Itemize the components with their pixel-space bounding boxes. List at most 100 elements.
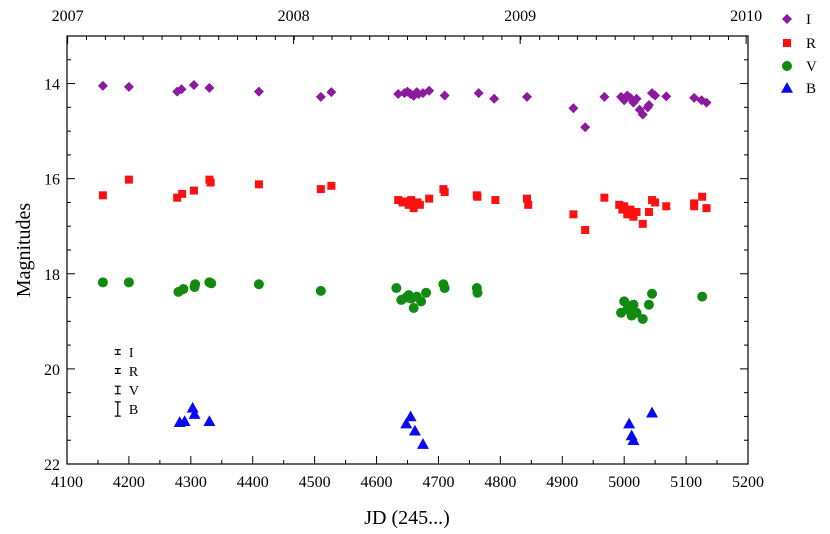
data-point-r — [404, 200, 413, 209]
y-tick-label: 20 — [44, 362, 60, 379]
x-tick-label: 4800 — [484, 474, 516, 491]
x-axis-label: JD (245...) — [364, 507, 450, 529]
data-point-r — [178, 189, 187, 198]
data-point-v — [421, 287, 432, 298]
legend-label-i: I — [806, 12, 811, 28]
data-point-i — [424, 85, 435, 96]
data-point-i — [650, 90, 661, 101]
data-point-r — [600, 193, 609, 202]
data-point-r — [581, 226, 590, 235]
top-year-label: 2009 — [504, 8, 536, 25]
x-tick-label: 4500 — [299, 474, 331, 491]
x-tick-label: 4900 — [546, 474, 578, 491]
data-point-b — [416, 438, 429, 449]
data-point-r — [644, 207, 653, 216]
x-tick-label: 5100 — [670, 474, 702, 491]
data-point-v — [416, 296, 427, 307]
data-point-b — [404, 410, 417, 422]
data-point-i — [439, 90, 450, 101]
x-tick-label: 5200 — [732, 474, 764, 491]
data-point-v — [697, 291, 708, 302]
data-point-b — [623, 417, 636, 429]
data-point-v — [97, 277, 108, 288]
data-point-i — [188, 79, 199, 90]
data-point-v — [643, 299, 654, 310]
data-point-i — [473, 88, 484, 99]
data-point-b — [408, 424, 421, 436]
data-point-r — [623, 210, 632, 219]
data-point-i — [393, 89, 404, 100]
x-tick-label: 4300 — [175, 474, 207, 491]
data-point-r — [409, 204, 418, 213]
data-point-i — [97, 80, 108, 91]
data-point-v — [206, 278, 217, 289]
data-point-i — [689, 92, 700, 103]
data-point-r — [189, 186, 198, 195]
data-point-r — [620, 202, 629, 211]
data-point-r — [394, 196, 403, 205]
data-point-i — [599, 91, 610, 102]
data-point-i — [176, 84, 187, 95]
x-tick-labels: 4100 4200 4300 4400 4500 4600 4700 4800 4900 5000… — [51, 474, 764, 491]
error-bar-label: I — [129, 346, 134, 361]
data-point-r — [173, 193, 182, 202]
data-point-i — [631, 93, 642, 104]
data-point-v — [439, 283, 450, 294]
error-bar-label: R — [129, 365, 139, 380]
data-point-r — [615, 200, 624, 209]
data-point-v — [123, 277, 134, 288]
data-point-i — [204, 82, 215, 93]
error-bar-label: V — [129, 384, 139, 399]
data-point-b — [400, 417, 413, 429]
legend-marker-b — [781, 82, 793, 93]
data-point-b — [186, 401, 199, 413]
data-point-r — [569, 210, 578, 219]
data-point-v — [647, 288, 658, 299]
data-point-r — [206, 178, 215, 187]
data-point-r — [651, 198, 660, 207]
data-point-r — [629, 212, 638, 221]
x-tick-label: 4400 — [237, 474, 269, 491]
data-point-v — [637, 313, 648, 324]
data-point-r — [690, 202, 699, 211]
data-point-i — [637, 109, 648, 120]
data-point-r — [524, 200, 533, 209]
y-tick-label: 18 — [44, 267, 60, 284]
error-bar-label: B — [129, 403, 138, 418]
x-tick-label: 4700 — [422, 474, 454, 491]
data-point-b — [188, 408, 201, 419]
legend-marker-i — [782, 14, 792, 24]
data-point-r — [662, 202, 671, 211]
data-point-r — [632, 207, 641, 216]
data-point-v — [315, 285, 326, 296]
data-point-r — [638, 219, 647, 228]
y-tick-label: 14 — [44, 77, 60, 94]
data-point-i — [253, 86, 264, 97]
legend-label-b: B — [806, 81, 816, 97]
legend-marker-r — [783, 39, 791, 47]
data-point-i — [326, 87, 337, 98]
x-tick-label: 4100 — [51, 474, 83, 491]
data-point-i — [315, 91, 326, 102]
data-point-v — [178, 283, 189, 294]
data-point-r — [254, 180, 263, 189]
data-point-r — [702, 204, 711, 213]
data-point-i — [643, 99, 654, 110]
x-tick-label: 4600 — [361, 474, 393, 491]
data-point-i — [580, 122, 591, 133]
data-point-r — [491, 196, 500, 205]
plot-frame — [66, 35, 749, 465]
top-year-labels: 2007 2008 2009 2010 — [52, 8, 763, 25]
data-point-v — [631, 307, 642, 318]
y-tick-labels: 14 16 18 20 22 — [44, 77, 60, 474]
data-point-v — [253, 279, 264, 290]
data-point-i — [123, 81, 134, 92]
data-point-r — [626, 205, 635, 214]
x-tick-label: 5000 — [608, 474, 640, 491]
data-point-b — [203, 415, 216, 426]
data-point-r — [407, 196, 416, 205]
tick-marks — [66, 35, 749, 465]
data-point-i — [568, 103, 579, 114]
x-tick-label: 4200 — [113, 474, 145, 491]
